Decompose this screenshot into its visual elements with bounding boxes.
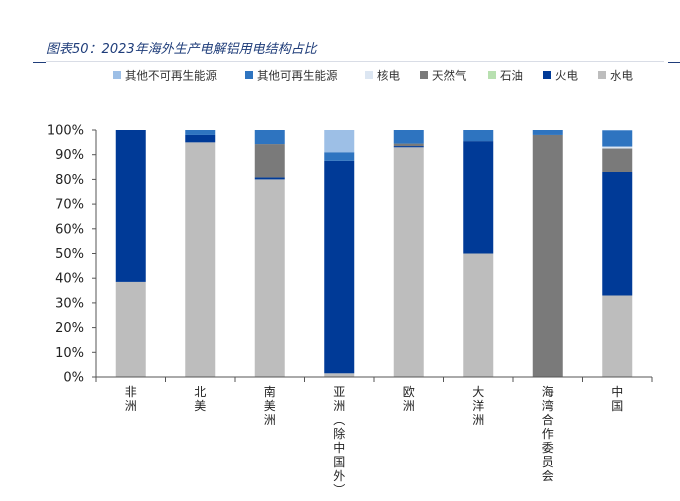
bar-segment (393, 147, 424, 377)
bar-segment (324, 160, 355, 374)
y-tick-label: 30% (55, 296, 84, 311)
legend-swatch (245, 71, 253, 79)
y-tick-label: 20% (55, 321, 84, 336)
bar-segment (602, 295, 633, 377)
bar-segment (324, 130, 355, 153)
y-tick-label: 80% (55, 173, 84, 188)
y-tick-label: 0% (63, 371, 84, 386)
bar-segment (602, 148, 633, 172)
legend-swatch (488, 71, 496, 79)
bar-segment (324, 152, 355, 161)
bar-segment (324, 373, 355, 377)
bar-segment (602, 171, 633, 296)
bar-segment (532, 134, 563, 377)
bars (115, 130, 633, 377)
category-label: 海湾合作委员会 (542, 384, 554, 483)
bar-segment (602, 130, 633, 147)
legend: 其他不可再生能源 其他可再生能源 核电 天然气 石油 火电 水电 (113, 69, 633, 83)
legend-swatch (113, 71, 121, 79)
legend-label: 天然气 (432, 69, 467, 83)
bar-segment (602, 130, 633, 131)
bar-segment (532, 130, 563, 135)
title-rule (46, 61, 664, 62)
category-label: 大洋洲 (472, 385, 484, 427)
title-rule-right (668, 62, 680, 63)
y-tick-label: 40% (55, 272, 84, 287)
x-axis: 非洲 北美 南美洲 亚洲︵除中国外︶ 欧洲 大洋洲 海湾合作委员会 中国 (95, 376, 653, 497)
legend-label: 核电 (377, 69, 400, 83)
title-rule-left (33, 62, 46, 63)
y-tick-label: 60% (55, 222, 84, 237)
category-label: 欧洲 (403, 385, 415, 413)
legend-swatch (420, 71, 428, 79)
bar-segment (115, 281, 146, 377)
y-tick-label: 50% (55, 247, 84, 262)
bar-segment (185, 134, 216, 143)
category-label: 北美 (194, 385, 206, 413)
category-label: 南美洲 (264, 384, 276, 427)
legend-swatch (598, 71, 606, 79)
legend-label: 水电 (610, 69, 633, 83)
category-label: 非洲 (125, 385, 137, 413)
category-label: 亚洲︵除中国外︶ (333, 385, 345, 497)
category-label: 中国 (611, 384, 623, 413)
y-tick-label: 90% (55, 148, 84, 163)
bar-segment (393, 143, 424, 147)
bar-segment (254, 179, 285, 377)
y-tick-label: 100% (47, 124, 84, 139)
bar-segment (254, 130, 285, 145)
bar-segment (463, 130, 494, 142)
figure-title: 图表50：2023年海外生产电解铝用电结构占比 (46, 42, 317, 57)
bar-segment (185, 130, 216, 135)
bar-segment (463, 253, 494, 377)
bar-segment (254, 177, 285, 180)
y-tick-label: 70% (55, 198, 84, 213)
bar-segment (393, 130, 424, 144)
legend-label: 火电 (555, 69, 578, 83)
bar-segment (393, 146, 424, 148)
bar-segment (185, 142, 216, 377)
bar-segment (463, 141, 494, 254)
y-axis: 0% 10% 20% 30% 40% 50% 60% 70% 80% 90% 100% (47, 124, 97, 386)
legend-swatch (543, 71, 551, 79)
legend-label: 其他不可再生能源 (125, 69, 217, 83)
legend-label: 其他可再生能源 (257, 69, 338, 83)
y-tick-label: 10% (55, 346, 84, 361)
legend-label: 石油 (500, 69, 523, 83)
bar-segment (254, 144, 285, 178)
legend-swatch (365, 71, 373, 79)
bar-segment (115, 130, 146, 282)
bar-segment (602, 146, 633, 149)
